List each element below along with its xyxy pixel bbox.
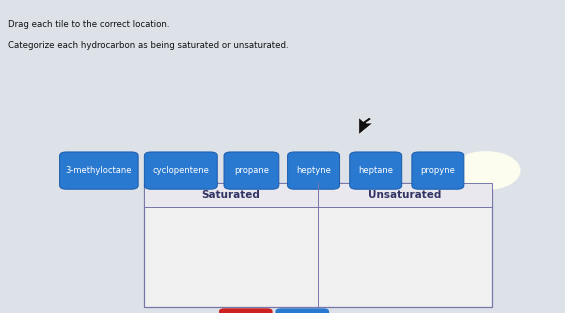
FancyBboxPatch shape [288, 152, 340, 189]
Circle shape [452, 152, 520, 189]
FancyBboxPatch shape [144, 183, 492, 207]
FancyBboxPatch shape [145, 152, 217, 189]
Polygon shape [359, 117, 373, 135]
Text: propyne: propyne [420, 166, 455, 175]
Text: propane: propane [234, 166, 269, 175]
FancyBboxPatch shape [276, 308, 329, 313]
FancyBboxPatch shape [59, 152, 138, 189]
Text: 3-methyloctane: 3-methyloctane [66, 166, 132, 175]
Text: cyclopentene: cyclopentene [153, 166, 209, 175]
Text: Drag each tile to the correct location.: Drag each tile to the correct location. [8, 20, 170, 29]
FancyBboxPatch shape [219, 308, 273, 313]
FancyBboxPatch shape [144, 183, 492, 307]
FancyBboxPatch shape [350, 152, 402, 189]
FancyBboxPatch shape [412, 152, 464, 189]
FancyBboxPatch shape [224, 152, 279, 189]
Text: Unsaturated: Unsaturated [368, 190, 441, 200]
Text: Saturated: Saturated [201, 190, 260, 200]
Text: Categorize each hydrocarbon as being saturated or unsaturated.: Categorize each hydrocarbon as being sat… [8, 41, 289, 50]
Text: heptyne: heptyne [296, 166, 331, 175]
Text: heptane: heptane [358, 166, 393, 175]
